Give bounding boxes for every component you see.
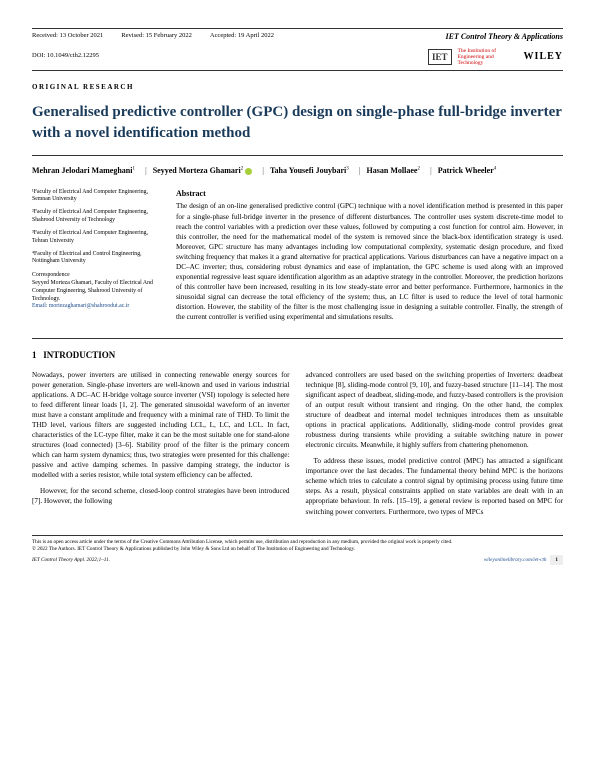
affiliation: ¹Faculty of Electrical And Computer Engi…: [32, 189, 162, 205]
doi-row: DOI: 10.1049/cth2.12295 IET The Institut…: [32, 48, 563, 71]
body-para: However, for the second scheme, closed-l…: [32, 486, 290, 506]
iet-logo: IET: [428, 49, 452, 65]
author-separator: |: [430, 166, 432, 177]
author: Patrick Wheeler4: [438, 166, 497, 177]
affiliations-list: ¹Faculty of Electrical And Computer Engi…: [32, 189, 162, 267]
affiliation: ²Faculty of Electrical And Computer Engi…: [32, 209, 162, 225]
footer-row: IET Control Theory Appl. 2022;1–11. wile…: [32, 557, 563, 564]
accepted-date: Accepted: 19 April 2022: [210, 32, 274, 43]
citation: IET Control Theory Appl. 2022;1–11.: [32, 557, 110, 564]
affiliations-col: ¹Faculty of Electrical And Computer Engi…: [32, 189, 162, 323]
header-dates-row: Received: 13 October 2021 Revised: 15 Fe…: [32, 28, 563, 43]
authors-list: Mehran Jelodari Mameghani1 | Seyyed Mortez…: [32, 166, 563, 177]
dates-group: Received: 13 October 2021 Revised: 15 Fe…: [32, 32, 274, 43]
journal-name: IET Control Theory & Applications: [446, 32, 564, 43]
page: Received: 13 October 2021 Revised: 15 Fe…: [0, 0, 595, 592]
wiley-logo: WILEY: [524, 50, 563, 64]
correspondence-head: Correspondence: [32, 272, 162, 280]
orcid-icon: [245, 168, 252, 175]
affiliation: ³Faculty of Electrical And Computer Engi…: [32, 230, 162, 246]
author: Seyyed Morteza Ghamari2: [153, 166, 252, 177]
author: Mehran Jelodari Mameghani1: [32, 166, 135, 177]
correspondence-email[interactable]: Email: mortezaghamari@shahroodut.ac.ir: [32, 303, 162, 311]
iet-tagline: The Institution of Engineering and Techn…: [458, 48, 518, 66]
author-separator: |: [262, 166, 264, 177]
section-rule: [32, 338, 563, 339]
body-columns: Nowadays, power inverters are utilised i…: [32, 370, 563, 523]
copyright-text: © 2022 The Authors. IET Control Theory &…: [32, 546, 563, 553]
license-text: This is an open access article under the…: [32, 539, 563, 546]
title-rule: [32, 155, 563, 156]
body-col-left: Nowadays, power inverters are utilised i…: [32, 370, 290, 523]
body-col-right: advanced controllers are used based on t…: [306, 370, 564, 523]
author-separator: |: [145, 166, 147, 177]
footer-rule: [32, 535, 563, 536]
journal-url[interactable]: wileyonlinelibrary.com/iet-cth: [484, 557, 547, 563]
author-separator: |: [359, 166, 361, 177]
section-heading: 1 INTRODUCTION: [32, 349, 563, 361]
affiliation: ⁴Faculty of Electrical and Control Engin…: [32, 251, 162, 267]
author: Hasan Mollaee2: [367, 166, 420, 177]
abstract-col: Abstract The design of an on-line genera…: [176, 189, 563, 323]
abstract-text: The design of an on-line generalised pre…: [176, 201, 563, 322]
revised-date: Revised: 15 February 2022: [121, 32, 192, 43]
meta-abstract-row: ¹Faculty of Electrical And Computer Engi…: [32, 189, 563, 323]
page-number: 1: [550, 555, 563, 565]
abstract-head: Abstract: [176, 189, 563, 200]
doi-text: DOI: 10.1049/cth2.12295: [32, 52, 99, 61]
body-para: Nowadays, power inverters are utilised i…: [32, 370, 290, 481]
body-para: advanced controllers are used based on t…: [306, 370, 564, 451]
article-type: ORIGINAL RESEARCH: [32, 83, 563, 92]
correspondence-body: Seyyed Morteza Ghamari, Faculty of Elect…: [32, 280, 162, 303]
article-title: Generalised predictive controller (GPC) …: [32, 102, 563, 143]
footer: This is an open access article under the…: [32, 539, 563, 565]
publisher-logos: IET The Institution of Engineering and T…: [428, 48, 563, 66]
body-para: To address these issues, model predictiv…: [306, 456, 564, 516]
author: Taha Yousefi Jouybari3: [270, 166, 349, 177]
received-date: Received: 13 October 2021: [32, 32, 103, 43]
